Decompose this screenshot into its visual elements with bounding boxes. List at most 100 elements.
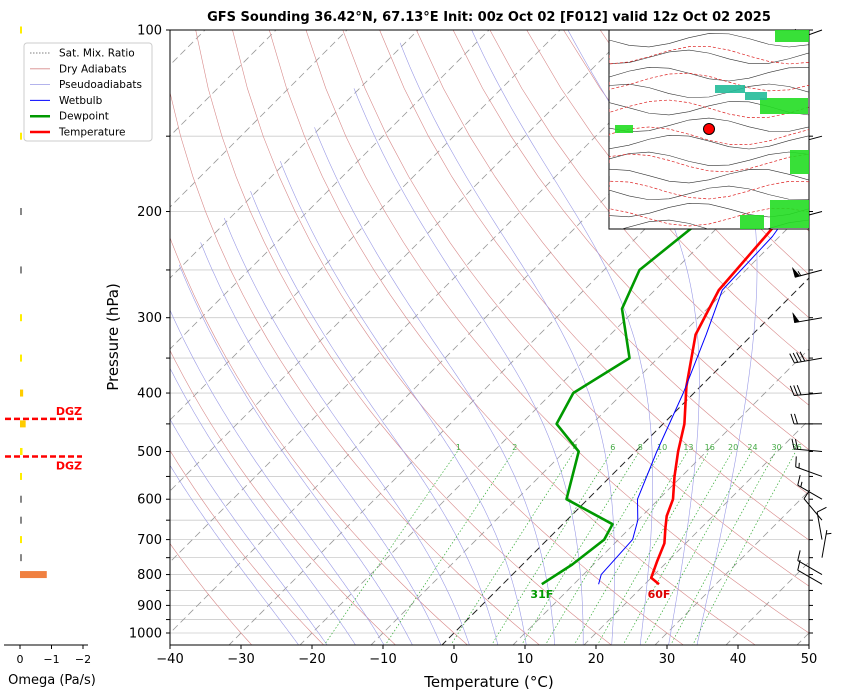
mixing-ratio-line [670, 452, 775, 646]
wind-barb-full [791, 414, 794, 424]
map-precip-area [740, 215, 764, 229]
y-tick-label: 100 [137, 24, 162, 39]
legend-label: Dewpoint [59, 111, 109, 123]
omega-tick-label: 0 [17, 653, 24, 666]
omega-bar [20, 390, 23, 397]
y-tick-label: 700 [137, 533, 162, 548]
wind-barb-half [801, 482, 802, 487]
wind-barb [798, 550, 822, 574]
x-tick-label: 20 [588, 652, 605, 667]
mixing-ratio-label: 30 [772, 443, 782, 452]
x-tick-label: −20 [298, 652, 325, 667]
map-precip-area [615, 125, 633, 133]
dry-adiabat-line [159, 30, 541, 646]
x-tick-label: −10 [369, 652, 396, 667]
mixing-ratio-label: 16 [705, 443, 715, 452]
omega-bar [20, 314, 22, 321]
x-tick-label: 50 [801, 652, 818, 667]
wind-barb [792, 439, 822, 452]
y-tick-label: 300 [137, 311, 162, 326]
wind-barb-shaft [794, 358, 822, 363]
wind-barb [817, 507, 826, 539]
mixing-ratio-label: 24 [747, 443, 757, 452]
omega-bar [20, 133, 22, 140]
map-precip-area [745, 92, 767, 100]
dgz-label: DGZ [56, 405, 82, 418]
surface-temperature-label: 60F [648, 588, 671, 601]
mixing-ratio-label: 20 [728, 443, 738, 452]
omega-tick-label: −2 [75, 653, 91, 666]
mixing-ratio-label: 6 [610, 443, 615, 452]
omega-bar [20, 208, 22, 215]
omega-bar [20, 448, 23, 455]
mixing-ratio-line [324, 452, 458, 646]
chart-legend: Sat. Mix. Ratio Dry Adiabats Pseudoadiabat… [24, 43, 152, 141]
mixing-ratio-line [692, 452, 795, 646]
wind-barb-full [796, 456, 797, 466]
x-tick-label: −40 [156, 652, 183, 667]
y-tick-label: 200 [137, 205, 162, 220]
mixing-ratio-label: 1 [456, 443, 461, 452]
mixing-ratio-label: 2 [512, 443, 517, 452]
y-tick-label: 500 [137, 445, 162, 460]
wind-barb [790, 352, 822, 363]
pseudoadiabat-line [106, 339, 300, 646]
wind-barb-shaft [804, 499, 822, 520]
wind-barb-half [826, 533, 831, 534]
omega-bar [20, 536, 22, 543]
omega-bar [20, 473, 22, 480]
wind-barb-shaft [822, 530, 827, 558]
omega-bar [20, 355, 22, 362]
chart-title: GFS Sounding 36.42°N, 67.13°E Init: 00z … [207, 10, 771, 25]
x-tick-label: 30 [659, 652, 676, 667]
dgz-label: DGZ [56, 459, 82, 472]
y-tick-label: 800 [137, 568, 162, 583]
omega-bar [20, 266, 22, 273]
omega-tick-label: −1 [43, 653, 59, 666]
pseudoadiabat-line [141, 304, 356, 646]
pseudoadiabat-line [251, 191, 499, 646]
legend-label: Sat. Mix. Ratio [59, 48, 135, 60]
legend-label: Pseudoadiabats [59, 79, 142, 91]
mixing-ratio-label: 8 [638, 443, 643, 452]
wind-barb-full [817, 507, 826, 512]
legend-label: Dry Adiabats [59, 63, 127, 75]
omega-bar [20, 27, 22, 34]
map-precip-area [715, 85, 745, 93]
mixing-ratio-line [385, 452, 514, 646]
map-precip-area [790, 150, 820, 174]
map-precip-area [775, 30, 809, 42]
dry-adiabat-line [196, 30, 613, 646]
x-tick-label: 0 [450, 652, 458, 667]
wind-barb [791, 414, 822, 424]
wind-barb [822, 530, 831, 558]
x-tick-label: −30 [227, 652, 254, 667]
omega-bar [20, 517, 22, 524]
wind-barb-shaft [798, 485, 822, 499]
wind-barb [792, 268, 822, 278]
wind-barb [798, 475, 822, 499]
pseudoadiabat-line [123, 322, 328, 646]
inset-map [609, 30, 820, 234]
pseudoadiabat-line [354, 88, 583, 645]
wind-barb-shaft [817, 512, 822, 540]
omega-bar [20, 496, 22, 503]
legend-label: Wetbulb [59, 95, 103, 107]
map-precip-area [760, 98, 808, 114]
pseudoadiabat-line [224, 218, 469, 646]
y-tick-label: 400 [137, 387, 162, 402]
pseudoadiabat-line [201, 242, 442, 645]
y-axis-label: Pressure (hPa) [104, 283, 122, 391]
x-tick-label: 40 [730, 652, 747, 667]
surface-dewpoint-label: 31F [530, 588, 553, 601]
wind-barb-full [795, 414, 798, 424]
legend-label: Temperature [58, 127, 126, 139]
mixing-ratio-label: 13 [683, 443, 693, 452]
x-axis-label: Temperature (°C) [423, 673, 553, 691]
omega-bar [20, 554, 22, 561]
dry-adiabat-line [122, 30, 468, 646]
mixing-ratio-line [644, 452, 752, 646]
location-marker [704, 124, 715, 135]
